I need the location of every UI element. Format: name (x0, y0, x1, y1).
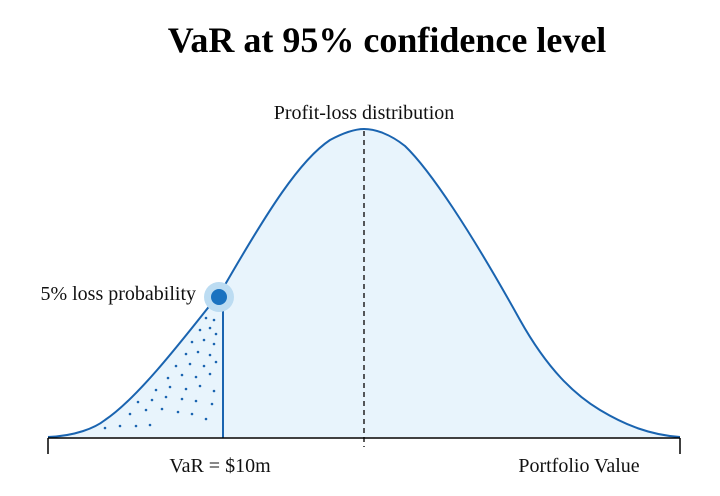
var-value-label: VaR = $10m (169, 455, 271, 477)
tail-dot (194, 399, 198, 403)
tail-dot (198, 384, 202, 388)
tail-dot (212, 389, 216, 393)
distribution-label: Profit-loss distribution (274, 102, 455, 124)
tail-dot (190, 412, 194, 416)
tail-dot (128, 412, 132, 416)
tail-dot (168, 385, 172, 389)
tail-dot (144, 408, 148, 412)
tail-dot (103, 426, 107, 430)
tail-dot (166, 376, 170, 380)
tail-dot (204, 417, 208, 421)
tail-dot (202, 364, 206, 368)
tail-dot (198, 328, 202, 332)
tail-dot (184, 387, 188, 391)
tail-dot (212, 318, 216, 322)
var-marker (211, 289, 227, 305)
tail-dot (190, 340, 194, 344)
axis-label: Portfolio Value (518, 455, 639, 477)
tail-dot (136, 400, 140, 404)
tail-dot (188, 362, 192, 366)
tail-dot (204, 316, 208, 320)
tail-dot (208, 353, 212, 357)
tail-dot (148, 423, 152, 427)
tail-dot (164, 395, 168, 399)
tail-dot (214, 360, 218, 364)
diagram-title: VaR at 95% confidence level (168, 20, 607, 60)
tail-dot (118, 424, 122, 428)
tail-dot (212, 342, 216, 346)
tail-dot (134, 424, 138, 428)
tail-dot (184, 352, 188, 356)
tail-dot (180, 373, 184, 377)
tail-dot (160, 407, 164, 411)
tail-dot (150, 398, 154, 402)
tail-dot (208, 372, 212, 376)
tail-dot (196, 350, 200, 354)
tail-dot (180, 397, 184, 401)
loss-probability-label: 5% loss probability (40, 283, 196, 305)
tail-dot (174, 364, 178, 368)
tail-dot (154, 388, 158, 392)
tail-dot (210, 402, 214, 406)
distribution-curve (47, 127, 681, 438)
tail-dot (202, 338, 206, 342)
tail-dot (214, 332, 218, 336)
tail-dot (176, 410, 180, 414)
loss-tail-dots (103, 316, 218, 430)
tail-dot (194, 375, 198, 379)
tail-dot (208, 326, 212, 330)
distribution-area (48, 129, 680, 437)
